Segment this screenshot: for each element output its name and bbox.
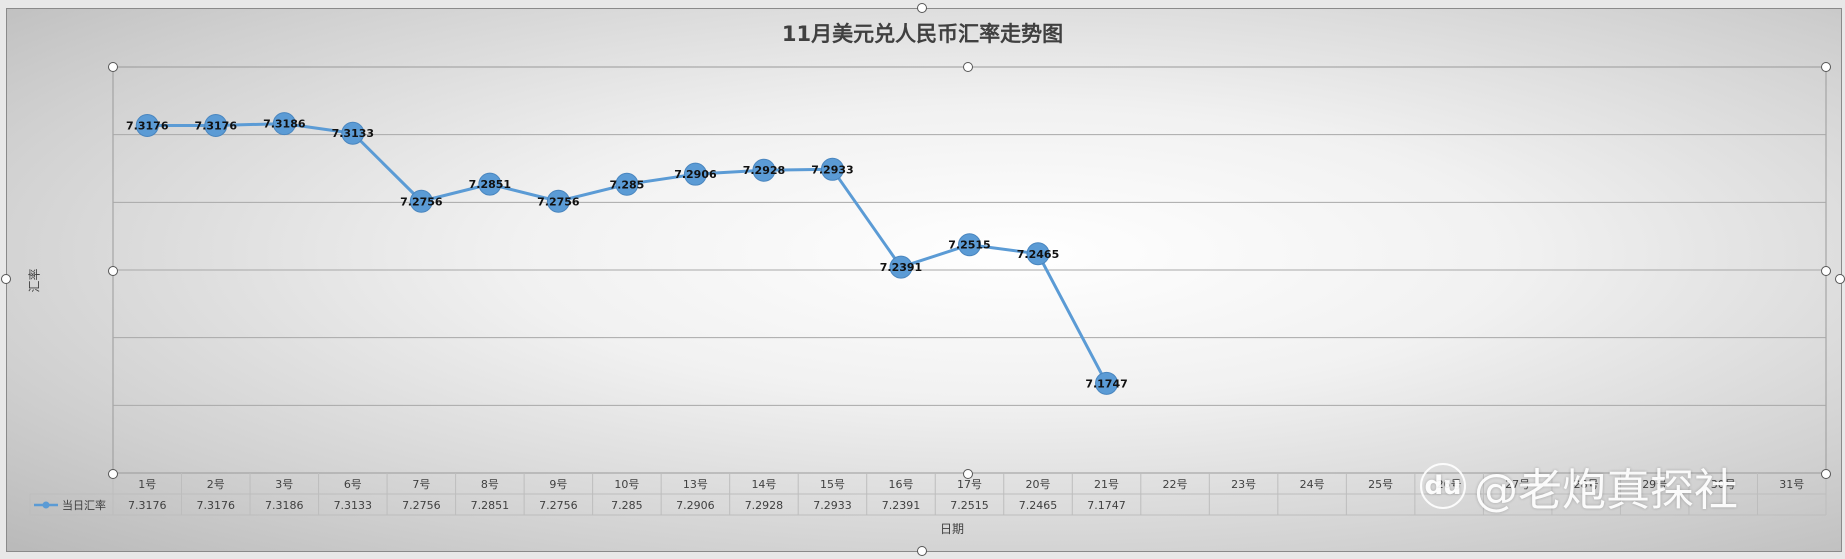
x-tick-label: 31号 <box>1779 478 1804 491</box>
x-axis-label: 日期 <box>940 522 965 536</box>
data-point <box>820 157 844 181</box>
x-tick-label: 30号 <box>1711 478 1736 491</box>
resize-handle[interactable] <box>108 62 118 72</box>
resize-handle[interactable] <box>917 3 927 13</box>
resize-handle[interactable] <box>108 469 118 479</box>
table-value-cell: 7.2391 <box>882 499 921 512</box>
resize-handle[interactable] <box>917 546 927 556</box>
data-point <box>478 172 502 196</box>
x-tick-label: 16号 <box>888 478 913 491</box>
x-tick-label: 28号 <box>1574 478 1599 491</box>
data-point <box>546 189 570 213</box>
watermark: du @老炮真探社 <box>1420 456 1840 516</box>
data-label: 7.2928 <box>743 164 785 177</box>
resize-handle[interactable] <box>1 274 11 284</box>
data-point <box>204 113 228 137</box>
data-point <box>683 162 707 186</box>
data-label: 7.285 <box>610 178 645 191</box>
resize-handle[interactable] <box>1821 469 1831 479</box>
watermark-logo: du <box>1420 463 1466 509</box>
data-point <box>615 172 639 196</box>
data-table: 1号 7.3176 2号 7.3176 3号 7.3186 6号 7.3133 7号 7.2756… <box>29 473 1827 516</box>
x-tick-label: 7号 <box>412 478 430 491</box>
x-tick-label: 21号 <box>1094 478 1119 491</box>
table-value-cell: 7.2851 <box>471 499 510 512</box>
data-label: 7.2906 <box>674 168 717 181</box>
x-tick-label: 22号 <box>1163 478 1188 491</box>
data-label: 7.3176 <box>195 119 238 132</box>
x-tick-label: 17号 <box>957 478 982 491</box>
x-tick-label: 20号 <box>1026 478 1051 491</box>
table-value-cell: 7.1747 <box>1087 499 1126 512</box>
x-tick-label: 27号 <box>1505 478 1530 491</box>
chart-frame <box>6 8 1842 552</box>
table-value-cell: 7.2465 <box>1019 499 1058 512</box>
table-value-cell: 7.2906 <box>676 499 715 512</box>
resize-handle[interactable] <box>108 266 118 276</box>
data-point <box>752 158 776 182</box>
resize-handle[interactable] <box>1835 274 1845 284</box>
table-value-cell: 7.2928 <box>745 499 784 512</box>
data-label: 7.2851 <box>469 178 511 191</box>
x-tick-label: 23号 <box>1231 478 1256 491</box>
resize-handle[interactable] <box>963 62 973 72</box>
x-tick-label: 6号 <box>344 478 362 491</box>
data-label: 7.3133 <box>332 127 374 140</box>
table-value-cell: 7.3176 <box>197 499 236 512</box>
table-value-cell: 7.3176 <box>128 499 167 512</box>
x-tick-label: 15号 <box>820 478 845 491</box>
y-axis-label: 汇率 <box>27 268 42 293</box>
x-tick-label: 2号 <box>207 478 225 491</box>
data-point <box>272 112 296 136</box>
data-label: 7.2933 <box>811 163 853 176</box>
x-tick-label: 24号 <box>1300 478 1325 491</box>
x-tick-label: 8号 <box>481 478 499 491</box>
table-value-cell: 7.3186 <box>265 499 304 512</box>
selection-handles <box>1 3 1845 556</box>
data-point <box>958 233 981 257</box>
resize-handle[interactable] <box>1821 62 1831 72</box>
x-tick-label: 29号 <box>1642 478 1667 491</box>
data-point <box>341 121 365 145</box>
x-tick-label: 13号 <box>683 478 708 491</box>
data-label: 7.2756 <box>537 195 580 208</box>
watermark-text: @老炮真探社 <box>1474 465 1738 516</box>
table-value-cell: 7.285 <box>611 499 643 512</box>
table-value-cell: 7.2756 <box>539 499 578 512</box>
chart-title: 11月美元兑人民币汇率走势图 <box>781 22 1064 46</box>
x-tick-label: 9号 <box>549 478 567 491</box>
legend-marker-key <box>42 501 50 509</box>
data-points <box>135 112 1119 395</box>
data-point <box>1095 371 1119 395</box>
data-point <box>889 255 913 279</box>
legend-series-name: 当日汇率 <box>62 498 106 512</box>
data-label: 7.3176 <box>126 119 169 132</box>
data-label: 7.1747 <box>1085 377 1127 390</box>
data-label: 7.2515 <box>948 239 990 252</box>
table-value-cell: 7.2933 <box>813 499 852 512</box>
table-value-cell: 7.3133 <box>334 499 373 512</box>
data-label: 7.2391 <box>880 261 922 274</box>
data-point <box>1026 242 1050 266</box>
data-point <box>135 113 159 137</box>
x-tick-label: 14号 <box>751 478 776 491</box>
data-label: 7.2465 <box>1017 248 1059 261</box>
resize-handle[interactable] <box>963 469 973 479</box>
x-tick-label: 3号 <box>275 478 293 491</box>
table-value-cell: 7.2515 <box>950 499 989 512</box>
x-tick-label: 1号 <box>138 478 156 491</box>
data-point <box>409 189 433 213</box>
data-label: 7.2756 <box>400 195 443 208</box>
data-label: 7.3186 <box>263 118 306 131</box>
x-tick-label: 10号 <box>614 478 639 491</box>
table-value-cell: 7.2756 <box>402 499 441 512</box>
x-tick-label: 25号 <box>1368 478 1393 491</box>
data-labels: 7.3176 7.3176 7.3186 7.3133 7.2756 7.2851 7.27… <box>126 118 1128 391</box>
resize-handle[interactable] <box>1821 266 1831 276</box>
